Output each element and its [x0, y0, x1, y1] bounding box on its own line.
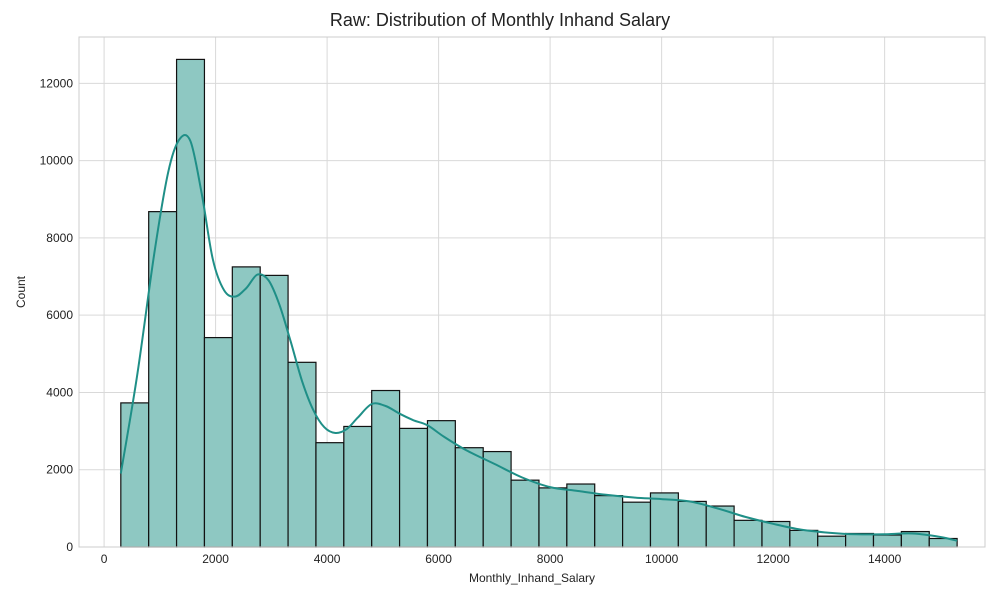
- chart-title: Raw: Distribution of Monthly Inhand Sala…: [329, 10, 671, 30]
- histogram-bar: [343, 425, 373, 548]
- x-tick-label: 14000: [868, 552, 902, 566]
- histogram-bar: [677, 500, 707, 548]
- histogram-bar: [398, 427, 429, 548]
- x-tick-label: 10000: [645, 552, 679, 566]
- kde-curve-layer: [119, 134, 958, 542]
- kde-curve: [119, 134, 958, 542]
- histogram-bar: [789, 529, 819, 548]
- y-axis-label: Count: [14, 275, 28, 308]
- plot-frame: [78, 36, 986, 548]
- y-tick-label: 6000: [46, 308, 73, 322]
- histogram-bar: [287, 361, 317, 548]
- histogram-bar: [566, 483, 596, 548]
- histogram-bar: [817, 535, 847, 548]
- histogram-bar: [845, 532, 875, 548]
- histogram-bar: [120, 402, 150, 548]
- y-tick-label: 4000: [46, 385, 73, 399]
- histogram-bar: [872, 534, 902, 548]
- y-tick-label: 0: [66, 540, 73, 554]
- histogram-bar: [510, 479, 540, 548]
- histogram-bar: [454, 447, 484, 548]
- x-tick-label: 12000: [756, 552, 790, 566]
- histogram-bar: [426, 420, 456, 548]
- histogram-bar: [315, 442, 345, 548]
- x-tick-labels: 0 2000 4000 6000 8000 10000 12000 14000: [101, 552, 902, 566]
- histogram-bar: [649, 492, 679, 548]
- histogram-bar: [231, 266, 261, 548]
- y-tick-label: 12000: [40, 76, 74, 90]
- x-tick-label: 4000: [314, 552, 341, 566]
- histogram-bars: [120, 58, 958, 548]
- x-tick-label: 0: [101, 552, 108, 566]
- x-tick-label: 8000: [537, 552, 564, 566]
- x-tick-label: 2000: [202, 552, 229, 566]
- histogram-bar: [621, 501, 652, 548]
- x-tick-label: 6000: [425, 552, 452, 566]
- histogram-bar: [175, 58, 206, 548]
- histogram-bar: [538, 487, 568, 548]
- y-tick-label: 2000: [46, 463, 73, 477]
- histogram-bar: [203, 336, 233, 548]
- y-tick-label: 10000: [40, 154, 74, 168]
- histogram-bar: [594, 495, 624, 548]
- x-axis-label: Monthly_Inhand_Salary: [469, 571, 595, 585]
- y-tick-label: 8000: [46, 231, 73, 245]
- y-tick-labels: 0 2000 4000 6000 8000 10000 12000: [40, 76, 74, 554]
- histogram-bar: [733, 519, 763, 548]
- histogram-bar: [371, 389, 401, 548]
